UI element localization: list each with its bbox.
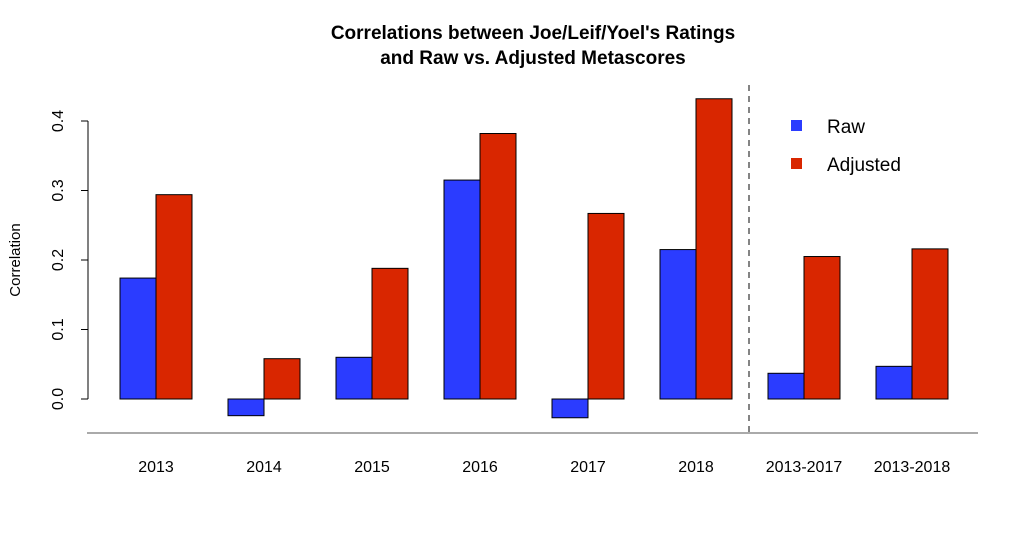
bar-adjusted-2014 — [263, 358, 301, 400]
bars — [119, 85, 949, 437]
bar-raw-2013-2018 — [875, 365, 913, 400]
bar-raw-2013-2017 — [767, 372, 805, 400]
y-axis-label: Correlation — [7, 223, 24, 296]
y-tick-label: 0.2 — [50, 249, 67, 271]
y-axis: 0.0 0.1 0.2 0.3 0.4 Correlation — [7, 110, 89, 410]
bar-adjusted-2018 — [695, 98, 733, 400]
x-tick-label: 2013-2017 — [766, 459, 843, 476]
x-tick-label: 2013 — [138, 459, 174, 476]
y-tick-label: 0.0 — [50, 388, 67, 410]
legend-swatch-raw — [791, 120, 802, 131]
bar-adjusted-2016 — [479, 133, 517, 400]
chart-title: Correlations between Joe/Leif/Yoel's Rat… — [331, 23, 735, 69]
x-axis: 2013 2014 2015 2016 2017 2018 2013-2017 2013-20… — [87, 432, 978, 476]
bar-adjusted-2013-2017 — [803, 256, 841, 400]
bar-adjusted-2013-2018 — [911, 248, 949, 400]
bar-raw-2018 — [659, 249, 697, 400]
bar-raw-2015 — [335, 356, 373, 400]
x-tick-label: 2018 — [678, 459, 714, 476]
legend-swatch-adjusted — [791, 158, 802, 169]
x-tick-label: 2017 — [570, 459, 606, 476]
x-tick-label: 2013-2018 — [874, 459, 951, 476]
x-tick-label: 2014 — [246, 459, 282, 476]
bar-adjusted-2013 — [155, 194, 193, 400]
y-tick-label: 0.3 — [50, 179, 67, 201]
bar-adjusted-2017 — [587, 212, 625, 400]
x-tick-label: 2016 — [462, 459, 498, 476]
bar-raw-2017 — [551, 398, 589, 419]
legend-label-raw: Raw — [827, 117, 865, 138]
y-tick-label: 0.4 — [50, 110, 67, 132]
bar-raw-2013 — [119, 277, 157, 400]
y-tick-label: 0.1 — [50, 318, 67, 340]
x-tick-label: 2015 — [354, 459, 390, 476]
bar-raw-2016 — [443, 179, 481, 400]
bar-adjusted-2015 — [371, 267, 409, 400]
legend: Raw Adjusted — [791, 117, 901, 176]
bar-raw-2014 — [227, 398, 265, 417]
chart-title-line: and Raw vs. Adjusted Metascores — [380, 48, 686, 69]
legend-label-adjusted: Adjusted — [827, 155, 901, 176]
chart-title-line: Correlations between Joe/Leif/Yoel's Rat… — [331, 23, 735, 44]
